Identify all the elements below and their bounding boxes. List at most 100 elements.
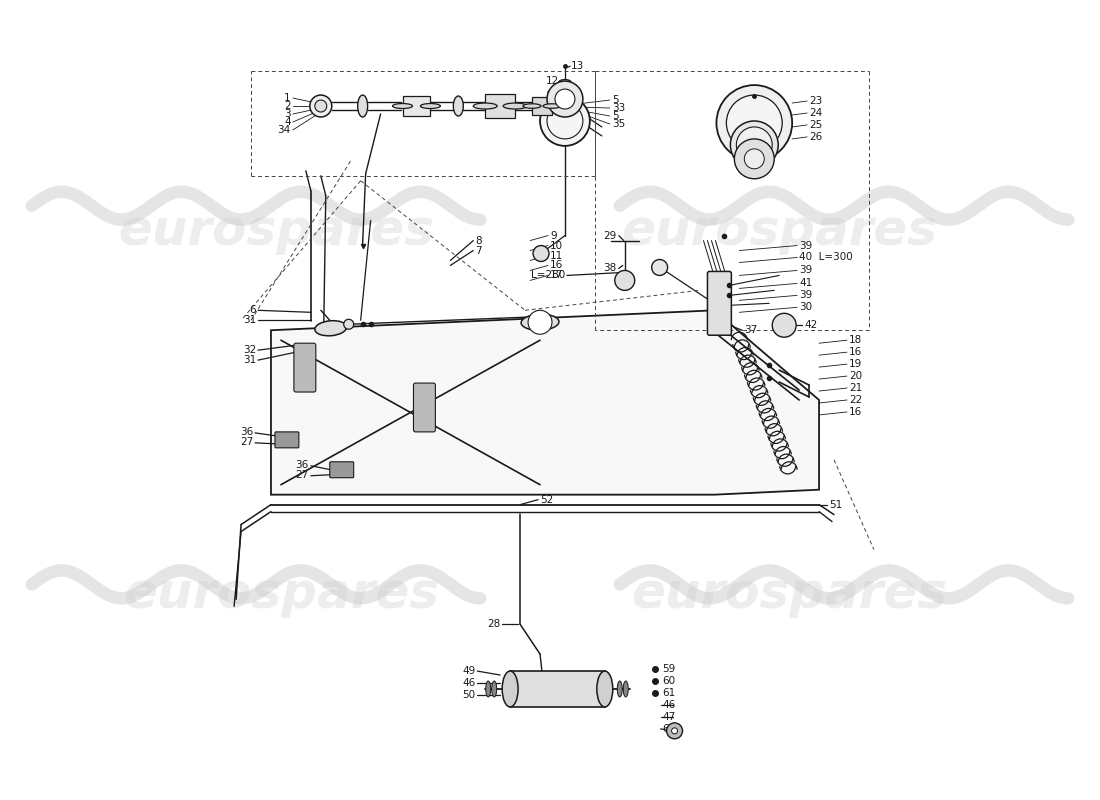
Circle shape [540, 96, 590, 146]
Text: 6: 6 [250, 306, 256, 315]
Text: 31: 31 [243, 315, 256, 326]
Ellipse shape [492, 681, 497, 697]
Text: 16: 16 [550, 261, 563, 270]
FancyBboxPatch shape [294, 343, 316, 392]
Text: 13: 13 [571, 61, 584, 71]
Circle shape [651, 259, 668, 275]
Circle shape [772, 314, 796, 338]
Text: 33: 33 [612, 103, 625, 113]
Circle shape [726, 95, 782, 151]
Ellipse shape [559, 80, 571, 85]
Text: 49: 49 [462, 666, 475, 676]
Ellipse shape [473, 103, 497, 109]
Text: 39: 39 [799, 266, 813, 275]
Text: 21: 21 [849, 383, 862, 393]
Circle shape [735, 139, 774, 178]
Text: 1: 1 [284, 93, 290, 103]
Circle shape [343, 319, 354, 330]
Text: eurospares: eurospares [118, 206, 434, 254]
Text: 34: 34 [277, 125, 290, 135]
Ellipse shape [617, 681, 623, 697]
FancyBboxPatch shape [414, 383, 436, 432]
Text: eurospares: eurospares [621, 206, 937, 254]
Text: 28: 28 [487, 619, 500, 630]
Text: 10: 10 [550, 241, 563, 250]
Circle shape [710, 322, 719, 332]
Text: 15: 15 [546, 101, 559, 111]
Text: 52: 52 [540, 494, 553, 505]
Ellipse shape [503, 103, 527, 109]
Circle shape [547, 103, 583, 139]
Text: 59: 59 [662, 664, 675, 674]
Circle shape [667, 723, 682, 739]
Text: 46: 46 [462, 678, 475, 688]
Ellipse shape [521, 314, 559, 330]
Polygon shape [271, 310, 820, 494]
Text: 11: 11 [550, 250, 563, 261]
Ellipse shape [420, 103, 440, 109]
Text: 35: 35 [612, 119, 625, 129]
Text: 2: 2 [284, 101, 290, 111]
Text: 14: 14 [546, 91, 559, 101]
Text: 16: 16 [849, 407, 862, 417]
Text: 23: 23 [810, 96, 823, 106]
Text: 42: 42 [804, 320, 817, 330]
Circle shape [528, 310, 552, 334]
Text: 38: 38 [604, 263, 617, 274]
Text: 31: 31 [243, 355, 256, 365]
Circle shape [547, 81, 583, 117]
Text: 5: 5 [612, 111, 618, 121]
Text: 4: 4 [284, 117, 290, 127]
Text: 22: 22 [849, 395, 862, 405]
Circle shape [730, 121, 778, 169]
Ellipse shape [393, 103, 412, 109]
Text: 25: 25 [810, 120, 823, 130]
Ellipse shape [597, 671, 613, 707]
Text: 41: 41 [799, 278, 813, 289]
Text: 24: 24 [810, 108, 823, 118]
Text: 17: 17 [550, 270, 563, 281]
Circle shape [716, 85, 792, 161]
Polygon shape [532, 97, 552, 115]
Text: 47: 47 [662, 712, 675, 722]
Ellipse shape [524, 104, 541, 108]
Text: 32: 32 [243, 345, 256, 355]
Ellipse shape [503, 671, 518, 707]
Text: 51: 51 [829, 500, 843, 510]
Ellipse shape [315, 321, 346, 336]
Circle shape [615, 270, 635, 290]
Text: L=280: L=280 [530, 270, 565, 281]
Circle shape [556, 89, 575, 109]
Ellipse shape [624, 681, 628, 697]
Polygon shape [510, 671, 605, 707]
Text: 3: 3 [284, 109, 290, 119]
Text: 5: 5 [612, 95, 618, 105]
Text: 37: 37 [745, 326, 758, 335]
Text: eurospares: eurospares [631, 570, 947, 618]
Text: 29: 29 [604, 230, 617, 241]
Circle shape [672, 728, 678, 734]
Text: 8: 8 [475, 235, 482, 246]
Text: 7: 7 [475, 246, 482, 255]
Text: 60: 60 [662, 676, 675, 686]
Text: 19: 19 [849, 359, 862, 369]
Ellipse shape [453, 96, 463, 116]
Text: 64: 64 [662, 724, 675, 734]
Text: 27: 27 [240, 437, 253, 447]
Text: 30: 30 [799, 302, 812, 312]
Ellipse shape [486, 681, 491, 697]
Text: 50: 50 [462, 690, 475, 700]
FancyBboxPatch shape [330, 462, 354, 478]
Text: 36: 36 [296, 460, 309, 470]
Polygon shape [485, 94, 515, 118]
Text: 20: 20 [849, 371, 862, 381]
Circle shape [745, 149, 764, 169]
FancyBboxPatch shape [275, 432, 299, 448]
Circle shape [310, 95, 332, 117]
Text: 27: 27 [296, 470, 309, 480]
Text: 18: 18 [849, 335, 862, 346]
Circle shape [736, 127, 772, 163]
Text: 36: 36 [240, 427, 253, 437]
Text: 9: 9 [550, 230, 557, 241]
Ellipse shape [543, 104, 561, 108]
